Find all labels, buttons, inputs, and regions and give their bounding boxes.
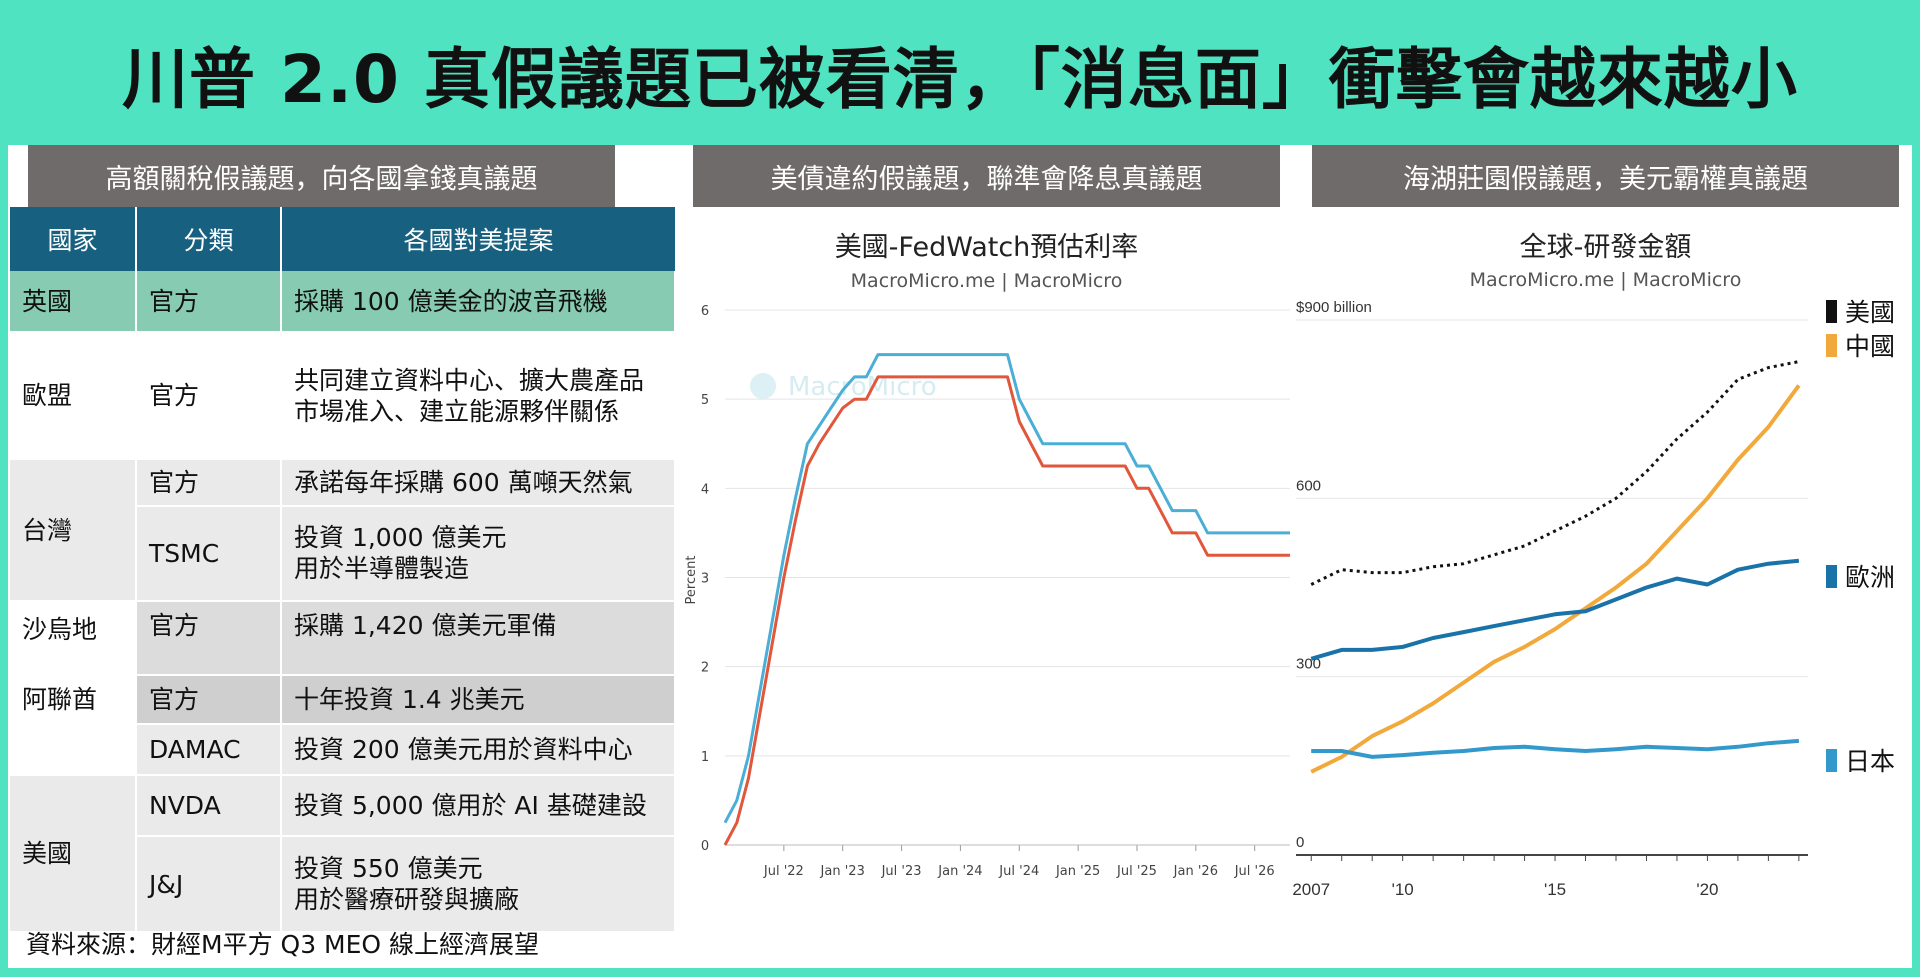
- table-header-category: 分類: [136, 207, 282, 271]
- x-tick-label: Jan '26: [1173, 864, 1218, 879]
- proposal-line: 用於半導體製造: [294, 554, 470, 584]
- x-tick-label: Jan '24: [937, 864, 982, 879]
- page-title: 川普 2.0 真假議題已被看清，「消息面」衝擊會越來越小: [122, 41, 1798, 118]
- series-line-0: [1310, 360, 1800, 586]
- proposal-line: 市場准入、建立能源夥伴關係: [294, 396, 620, 426]
- x-tick-label: 2007: [1292, 880, 1330, 899]
- series-line-0: [723, 353, 1290, 824]
- series-line-2: [1310, 558, 1800, 661]
- legend-item: 中國: [1826, 327, 1895, 363]
- y-tick-label: 6: [701, 304, 709, 319]
- legend-swatch: [1826, 748, 1837, 772]
- watermark-logo: [750, 373, 776, 399]
- x-tick-label: Jan '25: [1055, 864, 1100, 879]
- table-row: 阿聯酋 官方 十年投資 1.4 兆美元: [10, 675, 676, 776]
- legend-label: 歐洲: [1845, 563, 1896, 592]
- table-cell-proposal: 共同建立資料中心、擴大農產品 市場准入、建立能源夥伴關係: [281, 332, 676, 460]
- table-row: TSMC 投資 1,000 億美元 用於半導體製造: [10, 505, 676, 603]
- y-tick-label: $900 billion: [1296, 299, 1372, 316]
- x-tick-label: Jul '22: [763, 864, 804, 879]
- y-tick-label: 0: [1296, 834, 1304, 851]
- table-row: J&J 投資 550 億美元 用於醫療研發與擴廠: [10, 836, 676, 933]
- legend-item: 美國: [1826, 293, 1895, 329]
- table-cell-country: 英國: [10, 271, 137, 333]
- table-cell-country: 阿聯酋: [10, 675, 137, 776]
- table-row: 歐盟 官方 共同建立資料中心、擴大農產品 市場准入、建立能源夥伴關係: [10, 332, 676, 460]
- chart-subtitle-rnd: MacroMicro.me | MacroMicro: [1469, 269, 1742, 291]
- legend-label: 中國: [1845, 332, 1896, 361]
- series-line-1: [723, 375, 1290, 846]
- proposal-line: 用於醫療研發與擴廠: [294, 885, 520, 915]
- table-cell-country: 歐盟: [10, 332, 137, 460]
- y-axis-label: Percent: [684, 556, 699, 605]
- panel-header-fed: 美債違約假議題，聯準會降息真議題: [693, 145, 1280, 207]
- table-cell-category: J&J: [136, 836, 282, 933]
- y-tick-label: 2: [701, 661, 709, 676]
- proposal-line: 投資 550 億美元: [294, 854, 483, 884]
- y-tick-label: 1: [701, 750, 709, 765]
- x-tick-label: Jul '24: [998, 864, 1039, 879]
- table-cell-proposal: 十年投資 1.4 兆美元: [281, 675, 676, 725]
- series-line-1: [1310, 384, 1801, 774]
- table-cell-category: 官方: [136, 459, 282, 507]
- x-tick-label: '20: [1696, 880, 1718, 899]
- table-cell-proposal: 投資 550 億美元 用於醫療研發與擴廠: [281, 836, 676, 933]
- table-header-country: 國家: [10, 207, 137, 271]
- proposal-line: 投資 1,000 億美元: [294, 523, 507, 553]
- table-cell-category: DAMAC: [136, 723, 282, 777]
- legend-label: 日本: [1845, 747, 1896, 776]
- table-cell-country: 沙烏地: [10, 601, 137, 676]
- y-tick-label: 600: [1296, 477, 1321, 494]
- y-tick-label: 3: [701, 572, 709, 587]
- x-tick-label: Jul '25: [1116, 864, 1157, 879]
- x-tick-label: '15: [1544, 880, 1566, 899]
- proposal-line: 共同建立資料中心、擴大農產品: [294, 365, 645, 395]
- table-cell-proposal: 投資 5,000 億用於 AI 基礎建設: [281, 775, 676, 838]
- x-tick-label: Jan '23: [820, 864, 865, 879]
- table-cell-proposal: 投資 200 億美元用於資料中心: [281, 723, 676, 777]
- table-cell-category: TSMC: [136, 505, 282, 603]
- x-tick-label: '10: [1392, 880, 1414, 899]
- legend-label: 美國: [1845, 298, 1896, 327]
- table-cell-country: 美國: [10, 775, 137, 933]
- table-row: DAMAC 投資 200 億美元用於資料中心: [10, 723, 676, 777]
- series-line-3: [1311, 738, 1800, 759]
- chart-title-rnd: 全球-研發金額: [1519, 232, 1692, 263]
- y-tick-label: 4: [701, 482, 709, 497]
- table-row: 沙烏地 官方 採購 1,420 億美元軍備: [10, 601, 676, 676]
- table-cell-proposal: 承諾每年採購 600 萬噸天然氣: [281, 459, 676, 507]
- table-cell-category: 官方: [136, 271, 282, 333]
- table-cell-category: NVDA: [136, 775, 282, 838]
- x-tick-label: Jul '23: [881, 864, 922, 879]
- table-cell-category: 官方: [136, 675, 282, 725]
- panel-header-tariff: 高額關稅假議題，向各國拿錢真議題: [28, 145, 615, 207]
- legend-swatch: [1826, 299, 1837, 323]
- x-tick-label: Jul '26: [1234, 864, 1275, 879]
- legend-item: 日本: [1826, 742, 1895, 778]
- panel-header-dollar: 海湖莊園假議題，美元霸權真議題: [1312, 145, 1899, 207]
- table-cell-proposal: 採購 100 億美金的波音飛機: [281, 271, 676, 333]
- legend-swatch: [1826, 333, 1837, 357]
- table-row: 美國 NVDA 投資 5,000 億用於 AI 基礎建設: [10, 775, 676, 933]
- y-tick-label: 300: [1296, 656, 1321, 673]
- chart-subtitle-fedwatch: MacroMicro.me | MacroMicro: [850, 270, 1123, 292]
- table-cell-proposal: 投資 1,000 億美元 用於半導體製造: [281, 505, 676, 603]
- table-header-proposal: 各國對美提案: [281, 207, 675, 271]
- legend-swatch: [1826, 564, 1837, 588]
- table-row: 台灣 官方 承諾每年採購 600 萬噸天然氣: [10, 459, 676, 602]
- chart-title-fedwatch: 美國-FedWatch預估利率: [834, 232, 1139, 263]
- y-tick-label: 0: [701, 839, 709, 854]
- source-note: 資料來源：財經M平方 Q3 MEO 線上經濟展望: [26, 930, 540, 959]
- proposal-table: 國家 分類 各國對美提案 英國 官方 採購 100 億美金的波音飛機 歐盟 官方…: [10, 207, 676, 933]
- table-cell-category: 官方: [136, 601, 282, 676]
- table-cell-category: 官方: [136, 332, 282, 460]
- table-cell-proposal: 採購 1,420 億美元軍備: [281, 601, 676, 676]
- content-area: 高額關稅假議題，向各國拿錢真議題 國家 分類 各國對美提案 英國 官方 採購 1…: [8, 145, 1912, 968]
- table-cell-country: 台灣: [10, 459, 137, 602]
- rnd-chart: 0 300 600 $900 billion 2007 '10 '15 '20: [1292, 299, 1808, 899]
- table-row: 英國 官方 採購 100 億美金的波音飛機: [10, 271, 676, 333]
- legend-item: 歐洲: [1826, 558, 1895, 594]
- y-tick-label: 5: [701, 393, 709, 408]
